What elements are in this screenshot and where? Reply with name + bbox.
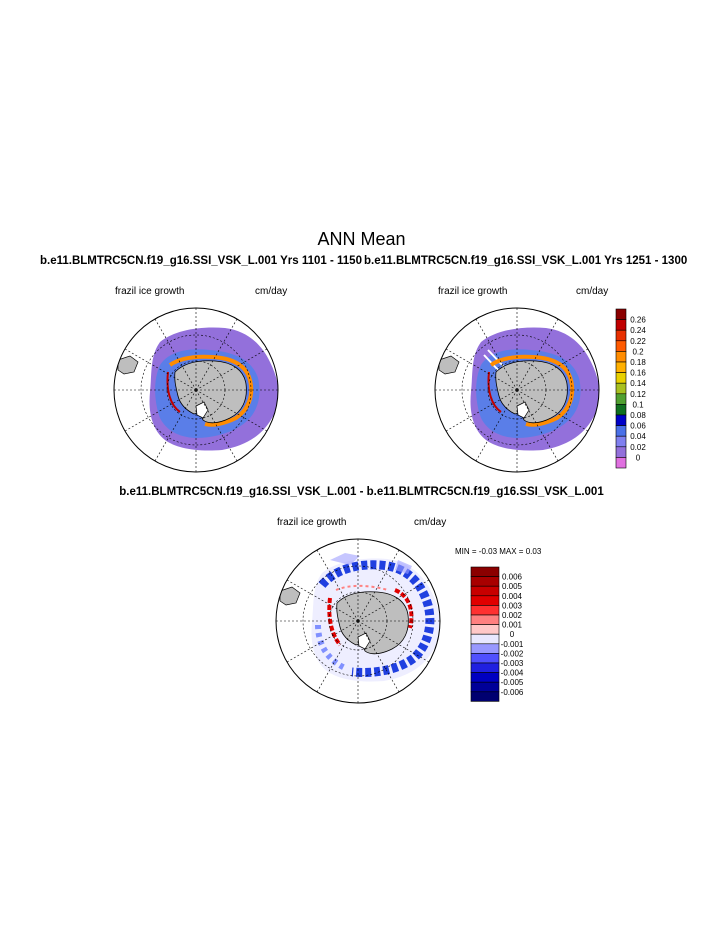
coastal-ice-growth <box>168 354 254 427</box>
polar-map-3 <box>275 538 441 704</box>
panel-3-min-max-label: MIN = -0.03 MAX = 0.03 <box>455 547 542 556</box>
panel-3-units-label: cm/day <box>414 517 447 528</box>
coastal-ice-growth <box>489 354 575 427</box>
colorbar-mean: 0.260.24 0.220.2 0.18 0.160.14 0.120.1 0.08 0.… <box>615 308 646 469</box>
panel-2-variable-label: frazil ice growth <box>438 286 508 297</box>
colorbar-diff-swatch <box>470 576 500 587</box>
colorbar-mean-tick-label: 0.22 <box>630 337 646 346</box>
colorbar-mean-swatch <box>615 446 627 458</box>
panel-2-case-label: b.e11.BLMTRC5CN.f19_g16.SSI_VSK_L.001 Yr… <box>364 255 688 267</box>
colorbar-diff-tick-label: 0.003 <box>502 601 523 610</box>
colorbar-diff-tick-label: 0.005 <box>502 582 523 591</box>
colorbar-mean-tick-label: 0 <box>636 453 641 462</box>
colorbar-mean-tick-label: 0.24 <box>630 326 646 335</box>
colorbar-mean-tick-label: 0.08 <box>630 411 646 420</box>
panel-2-units-label: cm/day <box>576 286 609 297</box>
panel-1-units-label: cm/day <box>255 286 288 297</box>
colorbar-mean-swatch <box>615 414 627 426</box>
colorbar-diff-swatch <box>470 566 500 577</box>
colorbar-mean-swatch <box>615 308 627 320</box>
colorbar-mean-swatch <box>615 340 627 352</box>
colorbar-mean-swatch <box>615 382 627 395</box>
antarctica-land <box>174 360 247 424</box>
colorbar-diff-tick-label: 0.004 <box>502 592 523 601</box>
colorbar-mean-swatch <box>615 351 627 363</box>
colorbar-mean-tick-label: 0.14 <box>630 379 646 388</box>
colorbar-mean-swatch <box>615 435 627 448</box>
colorbar-mean-tick-label: 0.06 <box>630 422 646 431</box>
colorbar-diff-tick-label: -0.001 <box>501 640 524 649</box>
colorbar-diff-swatch <box>470 662 500 673</box>
diff-positive-band <box>327 588 414 647</box>
colorbar-diff-tick-label: -0.005 <box>501 678 524 687</box>
diff-negative-band <box>318 560 435 677</box>
colorbar-diff-tick-label: 0.006 <box>502 573 523 582</box>
south-america-land <box>117 355 139 375</box>
colorbar-diff-swatch <box>470 585 500 597</box>
south-america-land <box>438 355 460 375</box>
colorbar-diff-tick-label: -0.004 <box>501 669 524 678</box>
ross-ice-shelf <box>516 401 530 419</box>
colorbar-mean-swatch <box>615 404 627 416</box>
colorbar-mean-tick-label: 0.02 <box>630 443 646 452</box>
colorbar-diff-tick-label: 0.002 <box>502 611 523 620</box>
colorbar-mean-tick-label: 0.04 <box>630 432 646 441</box>
colorbar-diff-tick-label: 0.001 <box>502 621 523 630</box>
colorbar-mean-swatch <box>615 329 627 342</box>
colorbar-diff-swatch <box>470 681 500 693</box>
colorbar-mean-swatch <box>615 361 627 373</box>
page-title: ANN Mean <box>317 229 406 249</box>
colorbar-diff-swatch <box>470 643 500 654</box>
colorbar-diff-swatch <box>470 653 500 664</box>
colorbar-mean-swatch <box>615 372 627 384</box>
colorbar-mean-tick-label: 0.12 <box>630 390 646 399</box>
panel-3-variable-label: frazil ice growth <box>277 517 347 528</box>
colorbar-diff-tick-label: 0 <box>510 630 515 639</box>
colorbar-diff-swatch <box>470 614 500 625</box>
colorbar-mean-tick-label: 0.16 <box>630 369 646 378</box>
colorbar-mean-tick-label: 0.18 <box>630 358 646 367</box>
colorbar-diff-swatch <box>470 691 500 702</box>
polar-map-1 <box>113 307 279 473</box>
colorbar-diff-swatch <box>470 624 500 635</box>
colorbar-mean-tick-label: 0.26 <box>630 316 646 325</box>
antarctica-land <box>336 591 409 655</box>
ross-ice-shelf <box>357 632 371 650</box>
colorbar-mean-swatch <box>615 457 627 469</box>
colorbar-mean-tick-label: 0.1 <box>632 400 644 409</box>
panel-3-case-label: b.e11.BLMTRC5CN.f19_g16.SSI_VSK_L.001 - … <box>119 486 604 498</box>
colorbar-diff-swatch <box>470 605 500 616</box>
antarctica-land <box>495 360 568 424</box>
colorbar-diff: 0.0060.0050.0040.0030.0020.0010-0.001-0.… <box>470 566 524 702</box>
colorbar-diff-swatch <box>470 595 500 606</box>
colorbar-diff-swatch <box>470 633 500 645</box>
panel-1-case-label: b.e11.BLMTRC5CN.f19_g16.SSI_VSK_L.001 Yr… <box>40 255 362 267</box>
panel-1-variable-label: frazil ice growth <box>115 286 185 297</box>
colorbar-mean-swatch <box>615 425 627 437</box>
colorbar-mean-swatch <box>615 319 627 331</box>
colorbar-mean-tick-label: 0.2 <box>632 347 644 356</box>
south-america-land <box>279 586 301 606</box>
ross-ice-shelf <box>195 401 209 419</box>
polar-map-2 <box>434 307 600 473</box>
colorbar-mean-swatch <box>615 393 627 405</box>
colorbar-diff-tick-label: -0.003 <box>501 659 524 668</box>
colorbar-diff-tick-label: -0.002 <box>501 649 524 658</box>
colorbar-diff-swatch <box>470 672 500 683</box>
colorbar-diff-tick-label: -0.006 <box>501 688 524 697</box>
